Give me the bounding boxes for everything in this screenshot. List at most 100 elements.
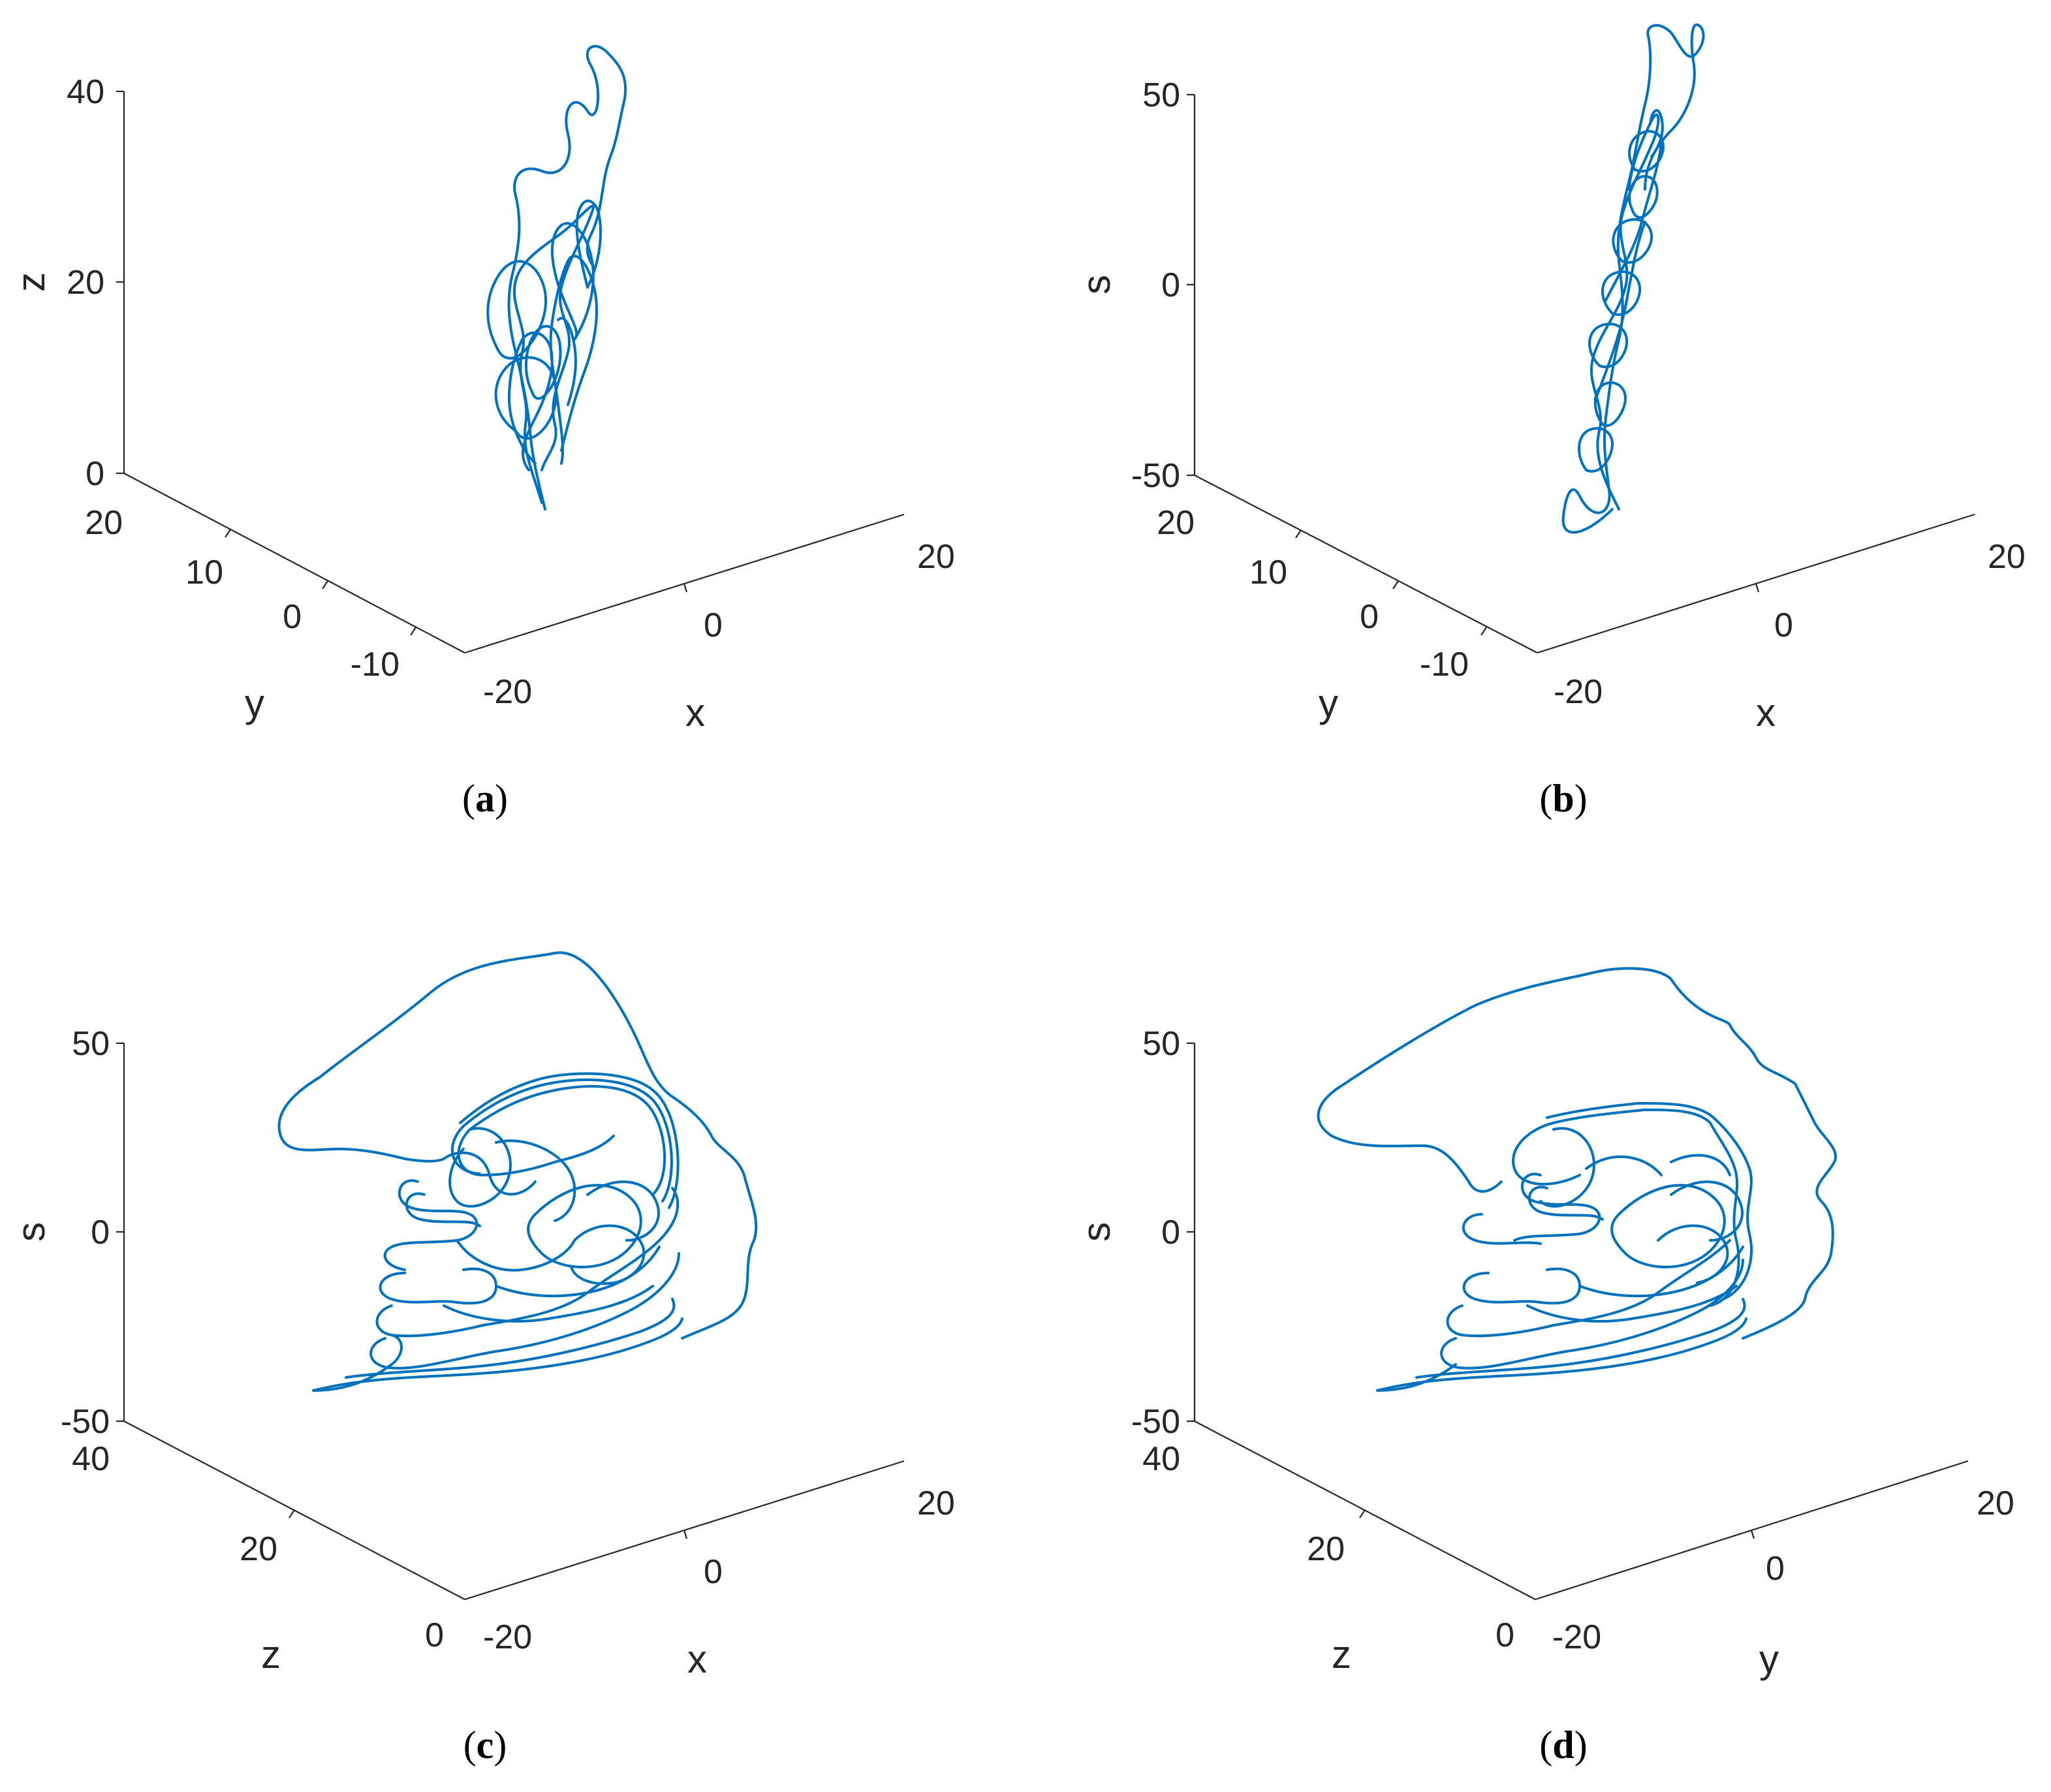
z-axis-label: s	[1074, 1222, 1118, 1242]
z-tick-label: -50	[1131, 457, 1180, 495]
z-tick-label: -50	[61, 1403, 110, 1441]
y-tick-mark	[289, 1509, 295, 1518]
z-tick-label: 40	[67, 73, 104, 111]
y-tick-label: 40	[72, 1440, 110, 1478]
y-tick-label: 0	[1495, 1616, 1514, 1654]
x-tick-label: 20	[1977, 1485, 2014, 1522]
panel-b: 50 0 -50 20 10 0 -10 -20 0 20 s y x (b)	[1074, 24, 2026, 820]
x-axis-label: x	[687, 1637, 707, 1681]
y-tick-label: 0	[425, 1616, 444, 1654]
caption-open: (	[1539, 1723, 1552, 1767]
caption: (a)	[462, 777, 508, 820]
panel-c: 50 0 -50 40 20 0 -20 0 20 s z x (c)	[9, 951, 955, 1767]
z-tick-label: 0	[91, 1214, 110, 1251]
z-tick-label: 0	[1161, 1214, 1180, 1251]
caption-close: )	[1574, 1723, 1588, 1767]
x-axis-label: x	[1756, 691, 1776, 734]
svg-text:(d): (d)	[1539, 1723, 1587, 1767]
x-tick-label: 0	[704, 606, 723, 644]
y-tick-mark	[1359, 1509, 1366, 1518]
y-tick-mark	[1295, 529, 1302, 539]
y-axis-label: z	[1332, 1633, 1351, 1676]
z-tick-label: 50	[1142, 76, 1180, 114]
caption-letter: d	[1552, 1723, 1574, 1767]
z-axis-label: s	[9, 1222, 53, 1242]
axis-lines	[116, 1042, 905, 1601]
trajectory-line	[1561, 24, 1705, 534]
caption-letter: a	[475, 777, 495, 820]
y-tick-label: 20	[1307, 1530, 1345, 1568]
y-tick-label: 0	[283, 598, 302, 636]
panel-a: 40 20 0 20 10 0 -10 -20 0 20 z y x (a)	[9, 44, 955, 820]
x-tick-mark	[1755, 583, 1760, 593]
z-tick-label: 50	[72, 1025, 110, 1063]
trajectory-line	[486, 199, 602, 504]
trajectory-line	[1578, 109, 1665, 511]
z-tick-label: 20	[67, 264, 104, 302]
x-tick-mark	[1750, 1530, 1755, 1539]
y-tick-label: 20	[85, 504, 123, 542]
y-axis-label: y	[245, 682, 264, 725]
trajectory-line	[1317, 967, 1837, 1340]
trajectory-line	[1376, 1102, 1753, 1392]
x-tick-mark	[683, 1530, 688, 1539]
panel-d: 50 0 -50 40 20 0 -20 0 20 s z y (d)	[1074, 967, 2014, 1767]
y-tick-label: 20	[240, 1530, 277, 1568]
caption-open: (	[462, 777, 475, 820]
x-tick-mark	[683, 583, 688, 593]
x-tick-label: -20	[1554, 673, 1603, 711]
caption-letter: b	[1552, 777, 1574, 820]
caption-close: )	[493, 1723, 507, 1767]
svg-text:(b): (b)	[1539, 777, 1587, 820]
y-tick-mark	[410, 627, 416, 636]
caption-open: (	[1539, 777, 1552, 820]
y-tick-label: 40	[1142, 1440, 1180, 1478]
caption: (b)	[1539, 777, 1587, 820]
x-tick-label: -20	[1552, 1618, 1601, 1656]
x-tick-label: 20	[1988, 538, 2026, 576]
z-tick-label: -50	[1131, 1403, 1180, 1441]
y-axis-line	[123, 473, 465, 653]
y-tick-mark	[1392, 580, 1399, 589]
y-tick-mark	[322, 580, 328, 589]
caption-close: )	[1574, 777, 1588, 820]
trajectory-line	[277, 951, 758, 1340]
x-tick-label: 0	[1766, 1550, 1785, 1588]
svg-text:(c): (c)	[463, 1723, 507, 1767]
x-axis-label: y	[1759, 1637, 1779, 1681]
x-tick-label: 0	[704, 1553, 723, 1591]
x-tick-label: -20	[483, 673, 532, 711]
y-tick-label: -10	[1420, 646, 1469, 684]
y-tick-label: 10	[1249, 554, 1287, 591]
y-tick-label: 10	[185, 554, 223, 591]
y-tick-label: -10	[351, 646, 399, 684]
y-tick-mark	[1480, 627, 1487, 636]
y-tick-label: 0	[1360, 598, 1379, 636]
axis-lines	[116, 90, 905, 654]
trajectory-line	[312, 1072, 683, 1392]
z-tick-label: 50	[1142, 1025, 1180, 1063]
y-tick-label: 20	[1157, 504, 1195, 542]
svg-text:(a): (a)	[462, 777, 508, 820]
caption-open: (	[463, 1723, 477, 1767]
z-tick-label: 0	[86, 455, 104, 493]
z-tick-label: 0	[1161, 266, 1180, 304]
caption: (d)	[1539, 1723, 1587, 1767]
x-axis-label: x	[685, 691, 705, 734]
z-axis-label: s	[1074, 275, 1118, 294]
y-tick-mark	[225, 529, 231, 538]
z-axis-label: z	[9, 272, 53, 292]
axis-lines	[1187, 93, 1975, 654]
x-tick-label: 20	[917, 1485, 955, 1522]
y-axis-label: z	[261, 1633, 281, 1676]
caption-close: )	[495, 777, 508, 820]
axis-lines	[1187, 1042, 1969, 1601]
caption: (c)	[463, 1723, 507, 1767]
y-axis-line	[1194, 475, 1538, 653]
caption-letter: c	[477, 1723, 494, 1767]
x-tick-label: -20	[483, 1618, 532, 1656]
x-tick-label: 20	[917, 538, 955, 576]
x-tick-label: 0	[1774, 606, 1793, 644]
y-axis-label: y	[1319, 682, 1338, 725]
